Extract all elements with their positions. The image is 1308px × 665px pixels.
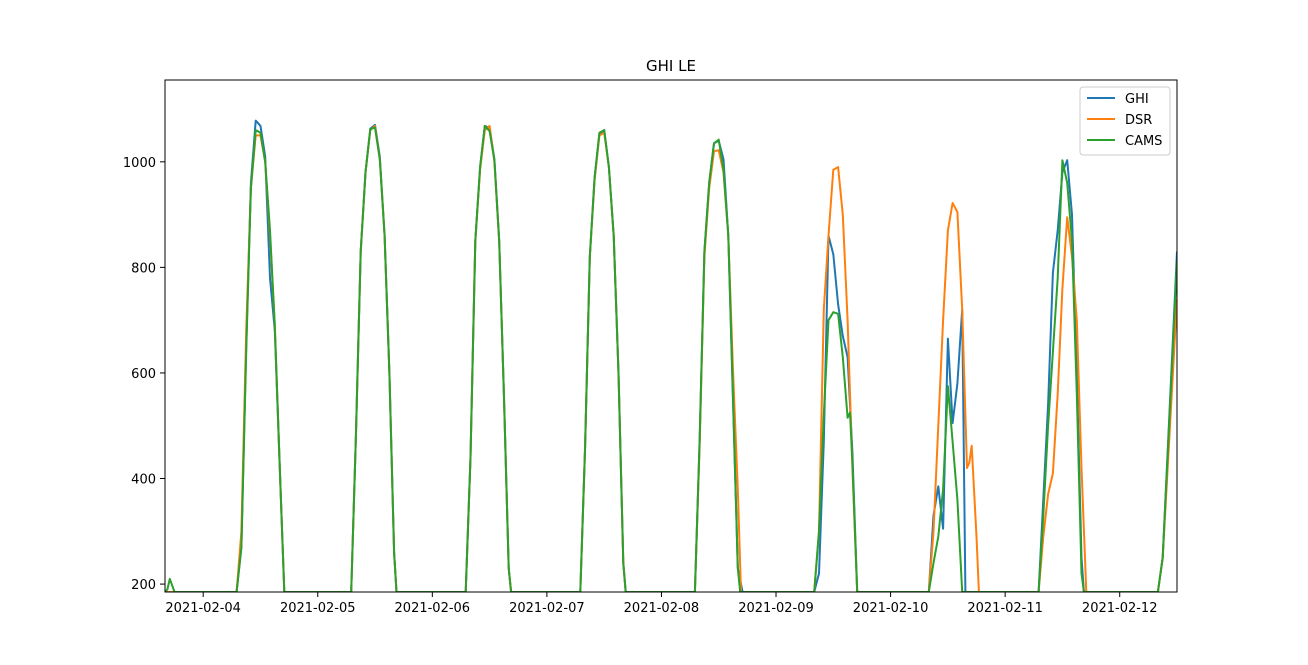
- legend: GHI DSR CAMS: [1079, 86, 1171, 156]
- y-tick-label: 800: [131, 261, 156, 276]
- x-tick-label: 2021-02-05: [280, 601, 356, 616]
- y-tick-label: 600: [131, 367, 156, 382]
- legend-box: [1079, 86, 1171, 156]
- x-tick-label: 2021-02-11: [967, 601, 1043, 616]
- x-tick-label: 2021-02-10: [853, 601, 929, 616]
- x-tick-label: 2021-02-08: [624, 601, 700, 616]
- x-tick-label: 2021-02-04: [165, 601, 241, 616]
- legend-label-dsr: DSR: [1125, 113, 1152, 128]
- x-tick-label: 2021-02-07: [509, 601, 585, 616]
- plot-frame: [164, 79, 1178, 593]
- x-tick-label: 2021-02-12: [1082, 601, 1158, 616]
- x-tick-label: 2021-02-09: [738, 601, 814, 616]
- y-tick-label: 1000: [123, 156, 156, 171]
- y-tick-label: 200: [131, 578, 156, 593]
- legend-label-cams: CAMS: [1125, 134, 1162, 149]
- x-tick-label: 2021-02-06: [395, 601, 471, 616]
- x-axis: 2021-02-04 2021-02-05 2021-02-06 2021-02-07…: [165, 592, 1157, 616]
- series-layer: [165, 119, 1177, 592]
- y-axis: 200 400 600 800 1000: [123, 156, 165, 593]
- chart-title: GHI LE: [646, 57, 696, 75]
- y-tick-label: 400: [131, 473, 156, 488]
- legend-label-ghi: GHI: [1125, 92, 1149, 107]
- series-line-cams: [165, 124, 1177, 592]
